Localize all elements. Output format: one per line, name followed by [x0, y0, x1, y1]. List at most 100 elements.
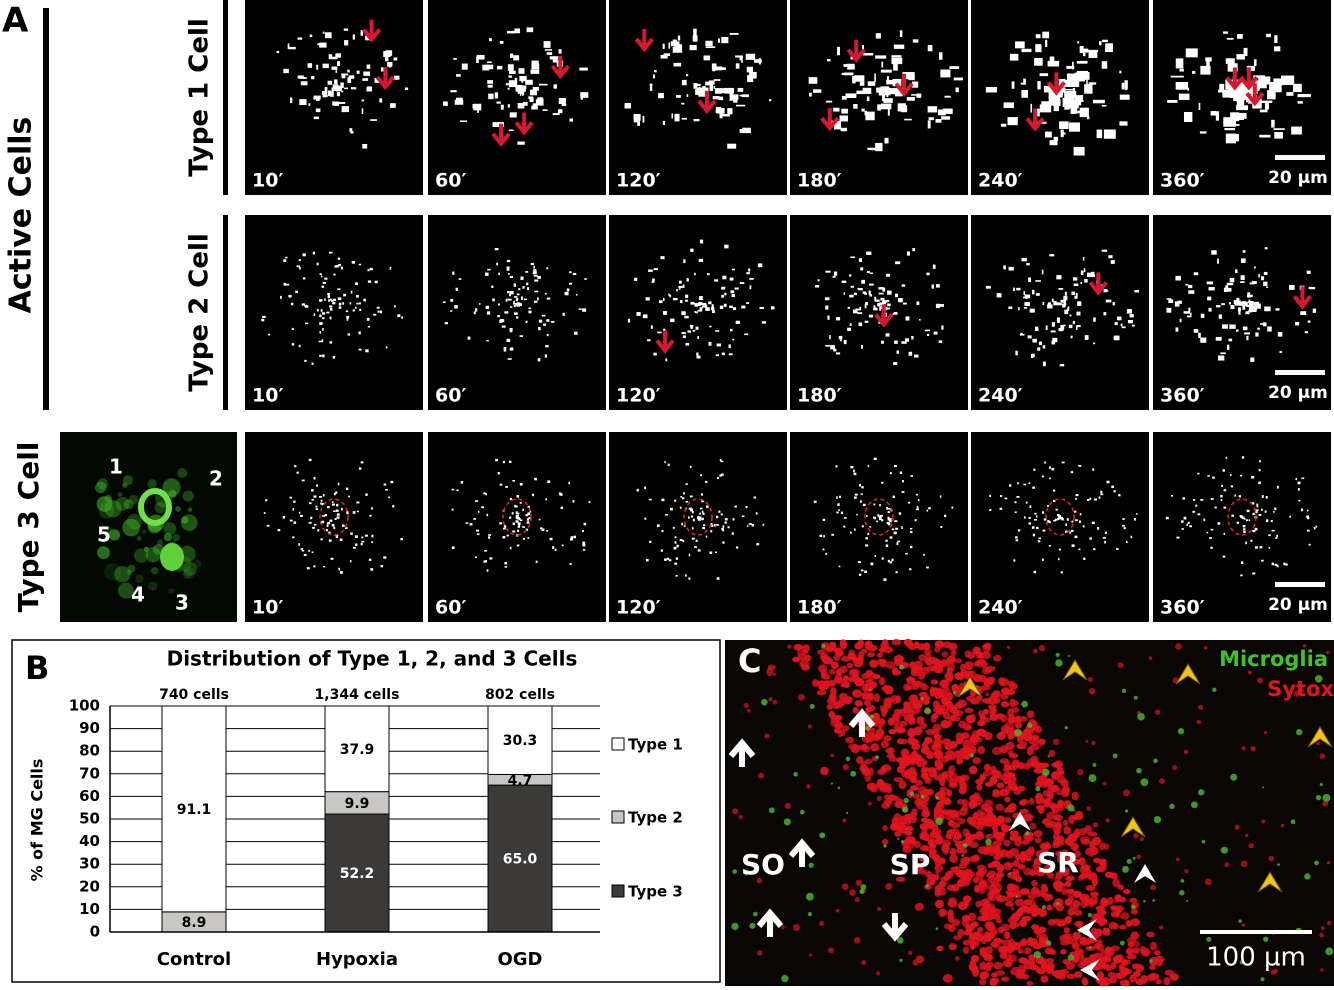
nucleus	[1250, 746, 1256, 752]
process	[1255, 82, 1267, 89]
process	[344, 527, 348, 530]
nucleus	[1031, 879, 1038, 887]
process	[525, 79, 533, 85]
bar-annotation: 802 cells	[485, 687, 555, 703]
process	[858, 322, 863, 327]
process	[1021, 48, 1032, 53]
process	[321, 502, 325, 506]
process	[668, 293, 670, 296]
nucleus	[863, 699, 872, 706]
nucleus	[1037, 908, 1048, 917]
row-bar	[223, 215, 228, 410]
nucleus	[990, 769, 999, 777]
process	[710, 530, 713, 533]
nucleus	[944, 671, 954, 681]
process	[1041, 475, 1045, 478]
process	[718, 510, 721, 513]
process	[722, 525, 725, 528]
nucleus	[836, 668, 843, 676]
process	[329, 341, 333, 344]
process	[1104, 289, 1109, 292]
y-tick-label: 10	[79, 900, 100, 918]
nucleus	[1139, 836, 1145, 842]
process	[322, 317, 325, 320]
nucleus	[969, 841, 979, 849]
nucleus	[895, 798, 904, 806]
nucleus	[891, 667, 899, 676]
process	[1253, 75, 1265, 79]
y-tick-label: 90	[79, 719, 100, 737]
process	[575, 294, 578, 296]
process	[1258, 76, 1271, 85]
process	[322, 327, 324, 331]
nucleus	[916, 797, 922, 804]
process	[852, 76, 856, 84]
region-label: SR	[1037, 846, 1079, 879]
process	[317, 529, 320, 532]
nucleus	[906, 729, 917, 738]
process	[331, 66, 338, 70]
process	[1189, 525, 1193, 528]
process	[687, 330, 692, 333]
process	[651, 280, 655, 283]
process	[453, 58, 457, 60]
process	[753, 496, 756, 499]
process	[546, 333, 549, 337]
process	[897, 540, 900, 543]
process	[894, 520, 898, 523]
process	[302, 253, 306, 257]
process	[534, 290, 539, 293]
process	[1066, 65, 1075, 69]
nucleus	[846, 662, 854, 669]
nucleus	[1113, 972, 1123, 979]
process	[513, 55, 520, 61]
process	[1014, 501, 1017, 504]
nucleus	[961, 747, 968, 756]
process	[316, 64, 319, 70]
process	[1083, 268, 1086, 273]
nucleus	[985, 692, 990, 697]
process	[1035, 34, 1041, 39]
process	[1242, 250, 1246, 253]
nucleus	[848, 668, 858, 677]
process	[1276, 564, 1279, 568]
process	[1273, 78, 1283, 83]
process	[566, 288, 570, 292]
process	[518, 288, 521, 291]
process	[344, 87, 349, 90]
nucleus	[984, 717, 991, 723]
nucleus	[935, 870, 940, 875]
process	[1312, 308, 1317, 313]
process	[883, 578, 887, 581]
process	[701, 510, 704, 514]
process	[901, 491, 905, 493]
process	[317, 43, 323, 46]
nucleus	[937, 857, 946, 865]
process	[939, 495, 942, 498]
process	[461, 63, 468, 70]
process	[492, 122, 501, 128]
nucleus	[992, 788, 1000, 796]
process	[321, 90, 328, 95]
nucleus	[930, 679, 939, 685]
nucleus	[992, 829, 999, 836]
process	[1236, 521, 1240, 524]
nucleus	[911, 743, 921, 751]
process	[874, 296, 877, 301]
process	[685, 294, 689, 299]
cell-signal	[127, 564, 136, 573]
process	[313, 116, 319, 120]
process	[489, 557, 493, 560]
nucleus	[772, 700, 777, 705]
process	[313, 97, 315, 100]
process	[1003, 102, 1014, 109]
process	[1119, 70, 1122, 74]
process	[705, 307, 710, 311]
process	[636, 312, 641, 316]
process	[467, 336, 471, 340]
nucleus	[883, 735, 892, 742]
process	[722, 541, 725, 544]
process	[1264, 247, 1268, 250]
process	[332, 298, 336, 301]
nucleus	[813, 679, 817, 683]
